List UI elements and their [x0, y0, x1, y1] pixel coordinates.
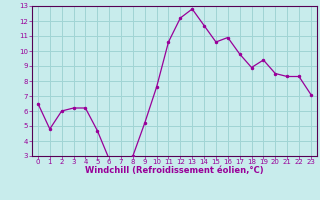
X-axis label: Windchill (Refroidissement éolien,°C): Windchill (Refroidissement éolien,°C) — [85, 166, 264, 175]
